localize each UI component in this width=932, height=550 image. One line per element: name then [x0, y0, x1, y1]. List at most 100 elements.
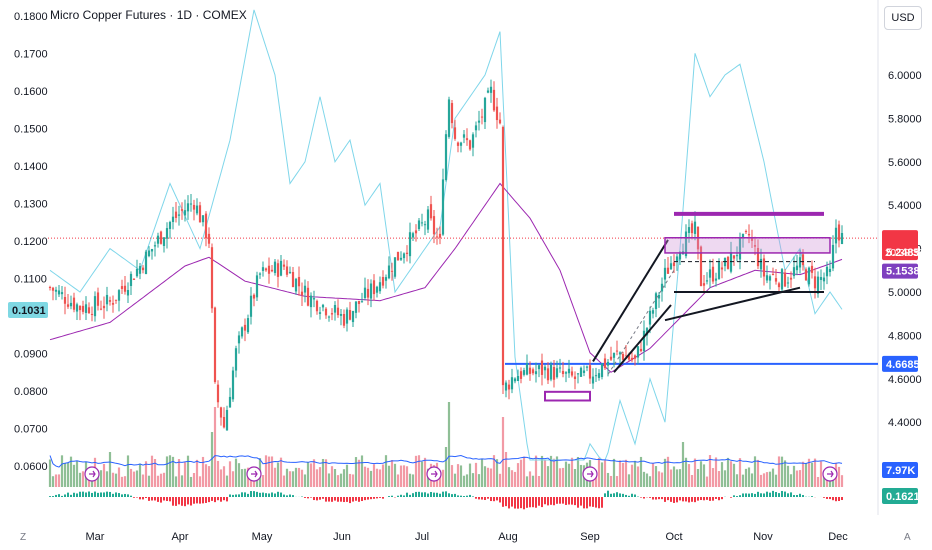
trend-line[interactable] — [664, 286, 801, 322]
volume-bar — [795, 470, 799, 487]
oscillator-bar — [160, 497, 162, 503]
oscillator-bar — [790, 492, 792, 497]
candle-body — [282, 264, 286, 267]
candle-body — [585, 366, 589, 368]
volume-bar — [684, 457, 688, 487]
volume-bar — [774, 474, 778, 487]
highlight-box[interactable] — [664, 237, 831, 254]
volume-bar — [762, 473, 766, 487]
volume-bar — [135, 470, 139, 487]
oscillator-bar — [619, 493, 621, 497]
svg-text:5.1538: 5.1538 — [886, 266, 920, 278]
oscillator-bar — [190, 497, 192, 506]
candle-body — [339, 313, 343, 316]
oscillator-bar — [577, 497, 579, 508]
volume-bar — [777, 456, 781, 487]
volume-bar — [732, 463, 736, 487]
volume-bar — [465, 474, 469, 487]
timezone-glyph[interactable]: Z — [20, 532, 26, 543]
rollover-event-icon[interactable] — [246, 466, 262, 482]
volume-bar — [747, 467, 751, 487]
candle-body — [366, 288, 370, 298]
volume-average-line — [49, 454, 843, 468]
trend-line[interactable] — [592, 239, 669, 362]
oscillator-bar — [568, 497, 570, 505]
candle-body — [279, 260, 283, 276]
oscillator-bar — [496, 497, 498, 501]
candle-body — [360, 301, 364, 303]
oscillator-bar — [241, 492, 243, 497]
candle-body — [531, 369, 535, 374]
oscillator-bar — [193, 497, 195, 504]
candle-body — [264, 268, 268, 271]
oscillator-bar — [292, 495, 294, 497]
candle-body — [678, 252, 682, 260]
trend-line[interactable] — [613, 304, 672, 373]
rollover-event-icon[interactable] — [84, 466, 100, 482]
x-tick-label: Aug — [498, 531, 518, 543]
oscillator-bar — [250, 491, 252, 497]
volume-bar — [183, 462, 187, 487]
rollover-event-icon[interactable] — [822, 466, 838, 482]
candle-body — [636, 346, 640, 358]
oscillator-bar — [709, 497, 711, 501]
svg-text:0.1621: 0.1621 — [886, 491, 920, 503]
candle-body — [597, 373, 601, 378]
oscillator-bar — [70, 494, 72, 497]
oscillator-bar — [187, 497, 189, 505]
oscillator-bar — [451, 494, 453, 497]
last-price-tag: 5.2485 — [882, 230, 920, 261]
oscillator-bar — [322, 497, 324, 499]
candle-body — [258, 273, 262, 275]
candle-body — [252, 294, 256, 299]
candle-body — [204, 213, 208, 239]
left-tick-label: 0.1400 — [14, 161, 48, 173]
volume-bar — [303, 474, 307, 487]
candle-body — [714, 278, 718, 281]
left-tick-label: 0.0700 — [14, 424, 48, 436]
volume-bar — [378, 469, 382, 487]
oscillator-bar — [745, 493, 747, 497]
oscillator-bar — [202, 497, 204, 504]
candle-body — [291, 272, 295, 288]
candle-body — [444, 134, 448, 181]
candle-body — [540, 360, 544, 375]
candle-body — [615, 350, 619, 352]
candle-body — [753, 245, 757, 247]
volume-bar — [780, 456, 784, 487]
oscillator-bar — [547, 497, 549, 506]
volume-bar — [312, 459, 316, 487]
candle-body — [519, 371, 523, 379]
candle-body — [315, 300, 319, 312]
rollover-event-icon[interactable] — [426, 466, 442, 482]
candle-body — [342, 314, 346, 326]
volume-bar — [756, 459, 760, 487]
candle-body — [312, 298, 316, 300]
small-highlight-box[interactable] — [544, 390, 591, 402]
oscillator-bar — [736, 496, 738, 497]
candle-body — [489, 86, 493, 93]
candle-body — [189, 203, 193, 205]
oscillator-bar — [520, 497, 522, 509]
oscillator-bar — [259, 492, 261, 497]
oscillator-bar — [694, 497, 696, 503]
oscillator-bar — [355, 497, 357, 501]
volume-bar — [468, 463, 472, 487]
oscillator-bar — [529, 497, 531, 508]
auto-scale-glyph[interactable]: A — [904, 532, 911, 543]
oscillator-bar — [706, 497, 708, 500]
volume-bar — [531, 475, 535, 487]
oscillator-bar — [667, 497, 669, 501]
oscillator-bar — [493, 497, 495, 502]
volume-bar — [399, 465, 403, 487]
candle-body — [603, 358, 607, 369]
volume-bar — [519, 459, 523, 487]
candle-body — [333, 304, 337, 313]
volume-bar — [558, 468, 562, 487]
currency-selector[interactable]: USD — [884, 6, 922, 30]
rollover-event-icon[interactable] — [582, 466, 598, 482]
x-axis: Mar Apr May Jun Jul Aug Sep Oct Nov Dec — [86, 531, 849, 543]
trend-line[interactable] — [607, 270, 675, 375]
candle-body — [645, 328, 649, 336]
